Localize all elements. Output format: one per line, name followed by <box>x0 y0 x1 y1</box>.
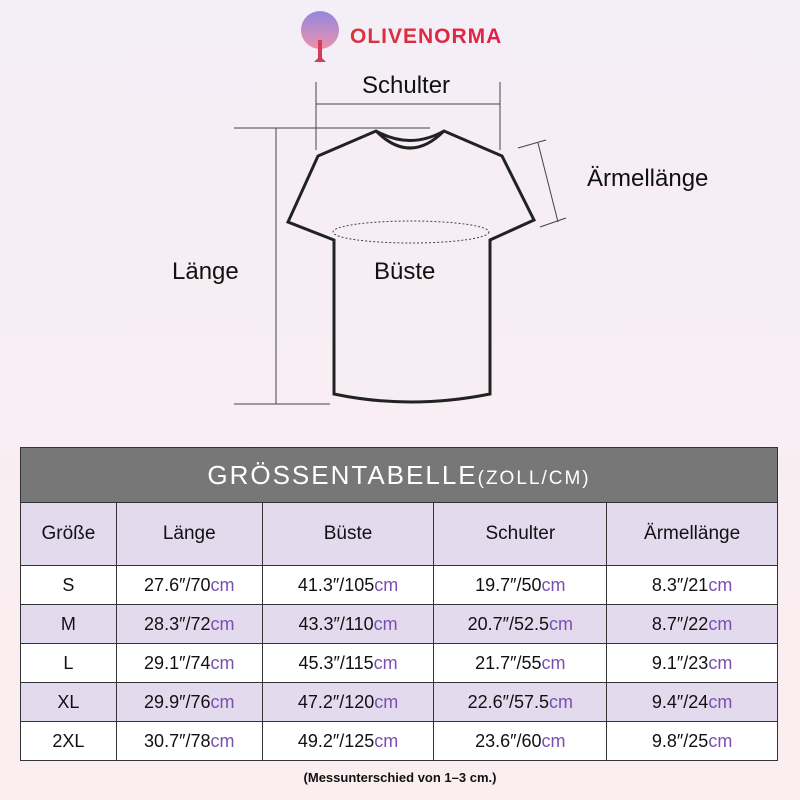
unit: cm <box>549 691 574 712</box>
shoulder-cell: 23.6″/60cm <box>433 721 608 761</box>
size-cell: M <box>20 604 117 644</box>
size-chart-table: GRÖSSENTABELLE(ZOLL/CM) Größe Länge Büst… <box>20 447 778 761</box>
brand-name: OLIVENORMA <box>350 25 503 48</box>
value: 28.3″/72 <box>144 613 211 634</box>
sleeve-cell: 9.1″/23cm <box>606 643 778 683</box>
value: 9.1″/23 <box>651 652 709 673</box>
table-row: M 28.3″/72cm 43.3″/110cm 20.7″/52.5cm 8.7″/2… <box>20 604 778 644</box>
measurement-note: (Messunterschied von 1–3 cm.) <box>303 770 497 785</box>
value: 23.6″/60 <box>475 730 542 751</box>
value: 43.3″/110 <box>298 613 374 634</box>
value: 47.2″/120 <box>297 691 375 712</box>
length-cell: 30.7″/78cm <box>115 721 263 761</box>
shoulder-cell: 22.6″/57.5cm <box>433 682 608 722</box>
value: 30.7″/78 <box>144 730 211 751</box>
bust-cell: 41.3″/105cm <box>261 565 435 605</box>
length-cell: 29.1″/74cm <box>115 643 263 683</box>
unit: cm <box>374 574 399 595</box>
length-cell: 29.9″/76cm <box>115 682 263 722</box>
value: 29.1″/74 <box>144 652 211 673</box>
size-cell: L <box>20 643 117 683</box>
value: 22.6″/57.5 <box>467 691 550 712</box>
value: 8.3″/21 <box>651 574 709 595</box>
header-bust: Büste <box>261 502 435 566</box>
value: 8.7″/22 <box>651 613 709 634</box>
sleeve-label: Ärmellänge <box>587 165 709 192</box>
tshirt-diagram <box>234 82 567 405</box>
header-size: Größe <box>20 502 117 566</box>
unit: cm <box>210 652 235 673</box>
bust-label: Büste <box>374 258 436 285</box>
size-cell: S <box>20 565 117 605</box>
shoulder-cell: 19.7″/50cm <box>433 565 608 605</box>
value: 9.8″/25 <box>651 730 709 751</box>
header-shoulder: Schulter <box>433 502 608 566</box>
value: 45.3″/115 <box>298 652 374 673</box>
bust-cell: 43.3″/110cm <box>261 604 435 644</box>
tree-logo-icon <box>301 11 339 62</box>
brand-logo: OLIVENORMA <box>296 10 502 64</box>
unit: cm <box>708 691 733 712</box>
value: 21.7″/55 <box>475 652 542 673</box>
size-cell: 2XL <box>20 721 117 761</box>
unit: cm <box>210 574 235 595</box>
value: 27.6″/70 <box>144 574 211 595</box>
bust-cell: 45.3″/115cm <box>261 643 435 683</box>
unit: cm <box>374 730 399 751</box>
length-cell: 27.6″/70cm <box>115 565 263 605</box>
value: 49.2″/125 <box>297 730 375 751</box>
unit: cm <box>541 730 566 751</box>
bust-cell: 47.2″/120cm <box>261 682 435 722</box>
value: 19.7″/50 <box>475 574 542 595</box>
table-row: XL 29.9″/76cm 47.2″/120cm 22.6″/57.5cm 9.4″/… <box>20 682 778 722</box>
shoulder-cell: 20.7″/52.5cm <box>433 604 608 644</box>
table-header-row: Größe Länge Büste Schulter Ärmellänge <box>20 502 778 566</box>
unit: cm <box>708 652 733 673</box>
unit: cm <box>708 613 733 634</box>
sleeve-cell: 9.8″/25cm <box>606 721 778 761</box>
value: 29.9″/76 <box>144 691 211 712</box>
unit: cm <box>373 652 398 673</box>
shoulder-label: Schulter <box>362 72 451 99</box>
value: 20.7″/52.5 <box>467 613 550 634</box>
unit: cm <box>708 574 733 595</box>
header-sleeve: Ärmellänge <box>606 502 778 566</box>
unit: cm <box>541 574 566 595</box>
sleeve-cell: 8.3″/21cm <box>606 565 778 605</box>
table-row: S 27.6″/70cm 41.3″/105cm 19.7″/50cm 8.3″/21c… <box>20 565 778 605</box>
table-row: L 29.1″/74cm 45.3″/115cm 21.7″/55cm 9.1″/23c… <box>20 643 778 683</box>
length-label: Länge <box>172 258 239 285</box>
unit: cm <box>549 613 574 634</box>
table-row: 2XL 30.7″/78cm 49.2″/125cm 23.6″/60cm 9.8″/2… <box>20 721 778 761</box>
unit: cm <box>373 613 398 634</box>
bust-cell: 49.2″/125cm <box>261 721 435 761</box>
table-title: GRÖSSENTABELLE(ZOLL/CM) <box>20 447 778 503</box>
unit: cm <box>210 730 235 751</box>
shoulder-cell: 21.7″/55cm <box>433 643 608 683</box>
unit: cm <box>708 730 733 751</box>
value: 9.4″/24 <box>651 691 709 712</box>
sleeve-cell: 9.4″/24cm <box>606 682 778 722</box>
unit: cm <box>541 652 566 673</box>
sleeve-cell: 8.7″/22cm <box>606 604 778 644</box>
unit: cm <box>210 691 235 712</box>
unit: cm <box>210 613 235 634</box>
length-cell: 28.3″/72cm <box>115 604 263 644</box>
header-length: Länge <box>115 502 263 566</box>
value: 41.3″/105 <box>297 574 375 595</box>
unit: cm <box>374 691 399 712</box>
size-cell: XL <box>20 682 117 722</box>
